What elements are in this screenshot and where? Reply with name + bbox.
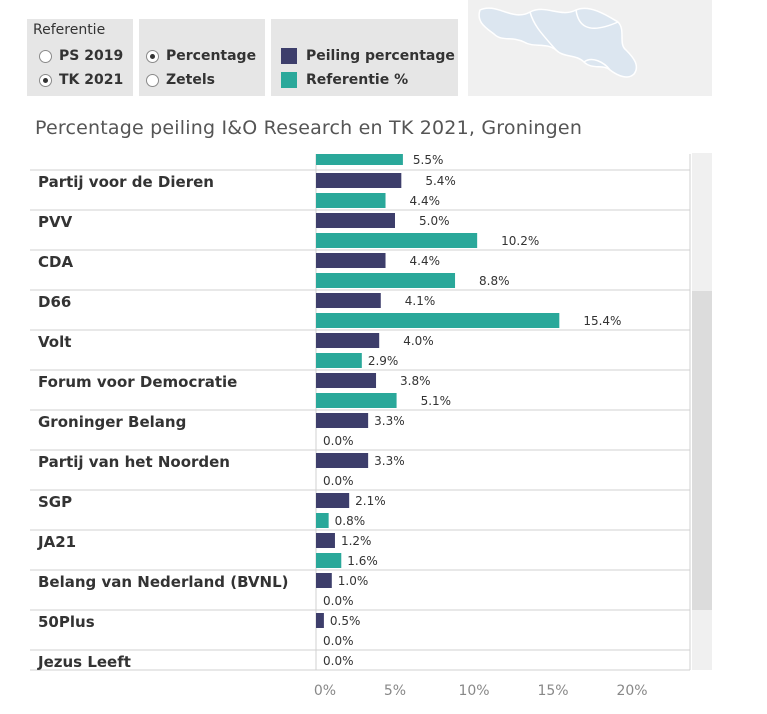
bar-peiling[interactable] xyxy=(316,253,386,268)
category-label: Jezus Leeft xyxy=(37,653,131,671)
radio-tk-2021[interactable]: TK 2021 xyxy=(39,72,123,88)
x-tick-label: 20% xyxy=(616,683,647,699)
data-label-peiling: 3.3% xyxy=(374,454,405,468)
data-label-referentie: 0.0% xyxy=(323,474,354,488)
radio-zetels[interactable]: Zetels xyxy=(146,72,215,88)
category-label: Partij voor de Dieren xyxy=(38,173,214,191)
radio-percentage-circle[interactable] xyxy=(146,49,159,63)
data-label-peiling: 5.0% xyxy=(419,214,450,228)
mode-filter-panel: Percentage Zetels xyxy=(139,19,265,96)
data-label-referentie: 0.0% xyxy=(323,634,354,648)
data-label-peiling: 0.5% xyxy=(330,614,361,628)
category-label: 50Plus xyxy=(38,613,95,631)
radio-percentage-label: Percentage xyxy=(166,48,257,64)
bar-peiling[interactable] xyxy=(316,613,324,628)
data-label-peiling: 3.3% xyxy=(374,414,405,428)
x-tick-label: 0% xyxy=(314,683,336,699)
bar-referentie[interactable] xyxy=(316,513,329,528)
data-label-referentie: 10.2% xyxy=(501,234,539,248)
data-label-peiling: 1.0% xyxy=(338,574,369,588)
data-label-referentie: 1.6% xyxy=(347,554,378,568)
legend-panel: Peiling percentage Referentie % xyxy=(271,19,458,96)
category-label: Forum voor Democratie xyxy=(38,373,237,391)
bar-referentie[interactable] xyxy=(316,553,342,568)
radio-ps-2019[interactable]: PS 2019 xyxy=(39,48,123,64)
legend-swatch-peiling xyxy=(281,48,297,64)
category-label: PVV xyxy=(38,213,73,231)
category-label: Volt xyxy=(38,333,71,351)
radio-ps-2019-circle[interactable] xyxy=(39,49,52,63)
chart-scrollbar-thumb[interactable] xyxy=(692,291,712,610)
bar-referentie-partial[interactable] xyxy=(316,154,403,165)
data-label-peiling: 1.2% xyxy=(341,534,372,548)
chart-title: Percentage peiling I&O Research en TK 20… xyxy=(35,117,583,139)
data-label-peiling: 5.4% xyxy=(425,174,456,188)
bar-referentie[interactable] xyxy=(316,273,456,288)
radio-ps-2019-label: PS 2019 xyxy=(59,48,124,64)
legend-label-peiling: Peiling percentage xyxy=(306,48,455,64)
data-label-referentie: 0.0% xyxy=(323,594,354,608)
legend-label-referentie: Referentie % xyxy=(306,72,409,88)
data-label-peiling: 4.0% xyxy=(403,334,434,348)
x-tick-label: 15% xyxy=(537,683,568,699)
data-label-referentie: 5.1% xyxy=(421,394,452,408)
bar-peiling[interactable] xyxy=(316,213,395,228)
data-label-referentie: 0.0% xyxy=(323,434,354,448)
referentie-filter-title: Referentie xyxy=(33,22,106,38)
bar-peiling[interactable] xyxy=(316,333,380,348)
bar-peiling[interactable] xyxy=(316,373,377,388)
data-label-referentie: 2.9% xyxy=(368,354,399,368)
bar-peiling[interactable] xyxy=(316,413,369,428)
category-label: Partij van het Noorden xyxy=(38,453,230,471)
map-shape xyxy=(478,7,638,78)
legend-item-peiling[interactable]: Peiling percentage xyxy=(281,48,455,64)
radio-tk-2021-circle[interactable] xyxy=(39,73,52,87)
bar-peiling[interactable] xyxy=(316,293,381,308)
bar-referentie[interactable] xyxy=(316,353,362,368)
category-label: SGP xyxy=(38,493,72,511)
data-label-referentie: 15.4% xyxy=(583,314,621,328)
radio-tk-2021-label: TK 2021 xyxy=(59,72,124,88)
bar-peiling[interactable] xyxy=(316,173,402,188)
bar-referentie[interactable] xyxy=(316,233,478,248)
data-label-peiling: 0.0% xyxy=(323,654,354,668)
category-label: D66 xyxy=(38,293,71,311)
data-label-referentie: 0.8% xyxy=(335,514,366,528)
radio-zetels-label: Zetels xyxy=(166,72,215,88)
category-label: CDA xyxy=(38,253,73,271)
data-label-referentie: 4.4% xyxy=(410,194,441,208)
bar-peiling[interactable] xyxy=(316,453,369,468)
category-label: JA21 xyxy=(37,533,76,551)
data-label-peiling: 3.8% xyxy=(400,374,431,388)
x-tick-label: 5% xyxy=(384,683,406,699)
legend-swatch-referentie xyxy=(281,72,297,88)
bar-referentie[interactable] xyxy=(316,193,386,208)
data-label-referentie: 8.8% xyxy=(479,274,510,288)
data-label-peiling: 4.4% xyxy=(410,254,441,268)
legend-item-referentie[interactable]: Referentie % xyxy=(281,72,408,88)
data-label-peiling: 2.1% xyxy=(355,494,386,508)
bar-referentie[interactable] xyxy=(316,313,560,328)
radio-percentage[interactable]: Percentage xyxy=(146,48,256,64)
bar-referentie[interactable] xyxy=(316,393,397,408)
filter-bar: Referentie PS 2019 TK 2021 Percentage Ze… xyxy=(0,0,712,118)
bar-peiling[interactable] xyxy=(316,533,335,548)
bar-peiling[interactable] xyxy=(316,493,350,508)
data-label-peiling: 4.1% xyxy=(405,294,436,308)
category-label: Groninger Belang xyxy=(38,413,186,431)
province-map[interactable] xyxy=(468,0,712,96)
bar-peiling[interactable] xyxy=(316,573,332,588)
category-label: Belang van Nederland (BVNL) xyxy=(38,573,289,591)
data-label-referentie-partial: 5.5% xyxy=(413,153,444,167)
x-tick-label: 10% xyxy=(458,683,489,699)
radio-zetels-circle[interactable] xyxy=(146,73,159,87)
referentie-filter-panel: Referentie PS 2019 TK 2021 xyxy=(27,19,133,96)
